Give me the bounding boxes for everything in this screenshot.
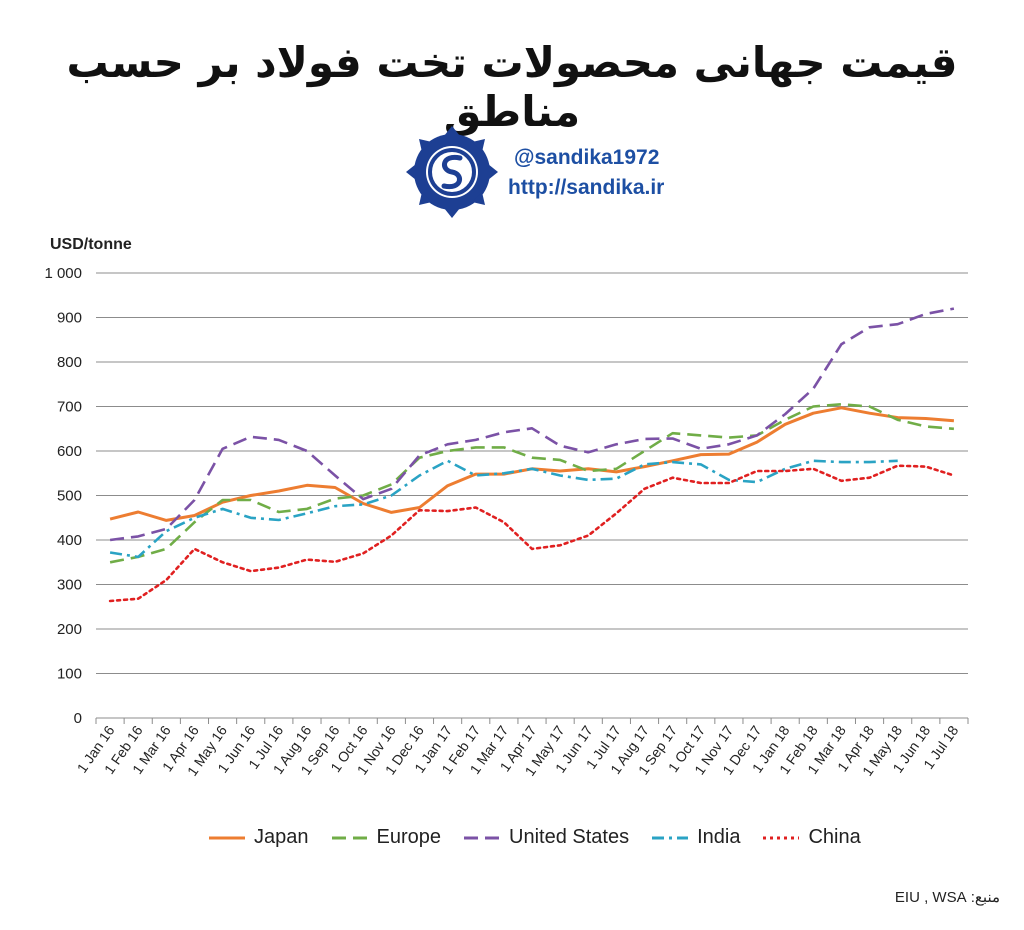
legend-swatch (209, 836, 245, 839)
legend-item-united-states: United States (463, 826, 629, 849)
page-title: قیمت جهانی محصولات تخت فولاد بر حسب مناط… (66, 38, 958, 136)
series-line-china (108, 464, 956, 603)
y-tick-label: 1 000 (44, 265, 82, 282)
y-tick-label: 600 (57, 443, 82, 460)
y-tick-label: 900 (57, 310, 82, 327)
legend-item-india: India (651, 826, 740, 849)
social-handle: @sandika1972 (514, 146, 660, 169)
legend-label: Japan (254, 826, 309, 848)
legend-swatch (331, 836, 368, 839)
legend-swatch (652, 836, 689, 839)
y-axis-unit-label: USD/tonne (50, 236, 132, 253)
chart-legend: Japan Europe United States India China (208, 826, 861, 849)
y-tick-label: 200 (57, 621, 82, 638)
series-line-united-states (109, 307, 955, 542)
source-note: منبع: EIU , WSA (894, 889, 1000, 906)
legend-label: United States (509, 826, 630, 848)
legend-item-europe: Europe (331, 826, 442, 849)
legend-item-china: China (762, 826, 861, 849)
y-tick-label: 500 (57, 488, 82, 505)
y-tick-label: 800 (57, 354, 82, 371)
legend-swatch (763, 836, 800, 839)
y-tick-label: 700 (57, 399, 82, 416)
y-tick-label: 400 (57, 532, 82, 549)
series-line-india (109, 459, 898, 559)
legend-item-japan: Japan (208, 826, 309, 849)
legend-swatch (464, 836, 500, 839)
y-tick-label: 100 (57, 666, 82, 683)
website-link[interactable]: http://sandika.ir (508, 176, 665, 199)
sandika-logo (406, 126, 498, 218)
legend-label: India (697, 826, 741, 848)
series-line-japan (109, 406, 955, 522)
y-tick-label: 0 (74, 710, 82, 727)
legend-label: China (808, 826, 861, 848)
y-tick-label: 300 (57, 577, 82, 594)
series-line-europe (109, 403, 955, 564)
legend-label: Europe (376, 826, 442, 848)
